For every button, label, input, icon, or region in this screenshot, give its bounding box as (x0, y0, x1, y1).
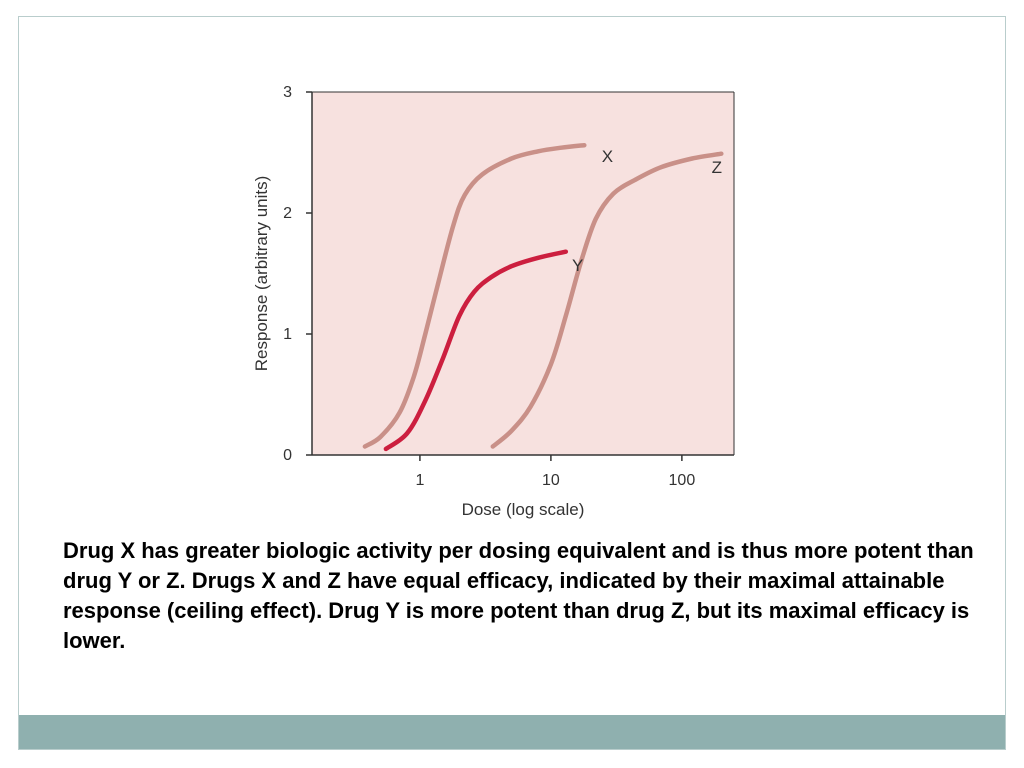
slide: 0 1 2 3 1 10 100 Dose (log scale) Response (arbi… (18, 16, 1006, 750)
footer-bar (19, 715, 1005, 749)
y-tick-label: 2 (283, 205, 292, 222)
x-tick-label: 100 (669, 472, 696, 489)
x-axis-label: Dose (log scale) (462, 500, 585, 519)
curve-label-x: X (602, 147, 613, 166)
plot-area (312, 92, 734, 455)
y-tick-label: 1 (283, 326, 292, 343)
series-line-x (362, 142, 587, 449)
x-tick-label: 1 (415, 472, 424, 489)
curve-label-y: Y (572, 256, 583, 275)
dose-response-chart: 0 1 2 3 1 10 100 Dose (log scale) Response (arbi… (252, 84, 735, 519)
series-line-z (490, 151, 724, 449)
y-tick-label: 0 (283, 447, 292, 464)
curve-label-z: Z (712, 158, 722, 177)
y-axis-label: Response (arbitrary units) (252, 176, 271, 372)
y-tick-label: 3 (283, 84, 292, 101)
series-line-y (383, 249, 569, 452)
x-tick-label: 10 (542, 472, 560, 489)
caption-text: Drug X has greater biologic activity per… (63, 538, 974, 653)
